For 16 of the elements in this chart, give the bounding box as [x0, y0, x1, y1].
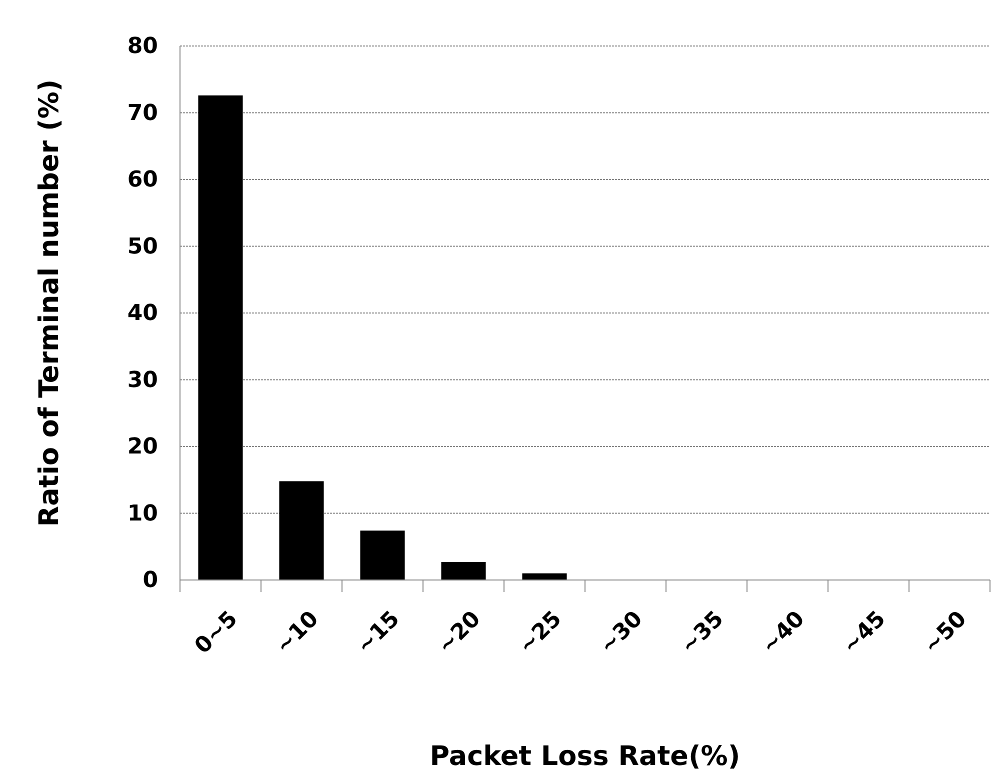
y-tick-label: 20 [127, 434, 158, 460]
bar [198, 95, 243, 580]
y-tick-label: 70 [127, 100, 158, 126]
bar [522, 573, 567, 580]
y-tick-label: 40 [127, 301, 158, 326]
y-tick-label: 30 [127, 368, 158, 393]
bar [441, 562, 486, 580]
y-tick-label: 10 [127, 501, 158, 526]
bar [360, 530, 405, 580]
x-axis-title: Packet Loss Rate(%) [430, 741, 740, 772]
y-tick-label: 0 [142, 568, 158, 594]
y-tick-label: 60 [127, 168, 158, 193]
bar [279, 481, 324, 580]
y-tick-label: 50 [127, 234, 158, 260]
y-tick-label: 80 [127, 34, 158, 60]
y-axis-title: Ratio of Terminal number (%) [34, 79, 65, 527]
